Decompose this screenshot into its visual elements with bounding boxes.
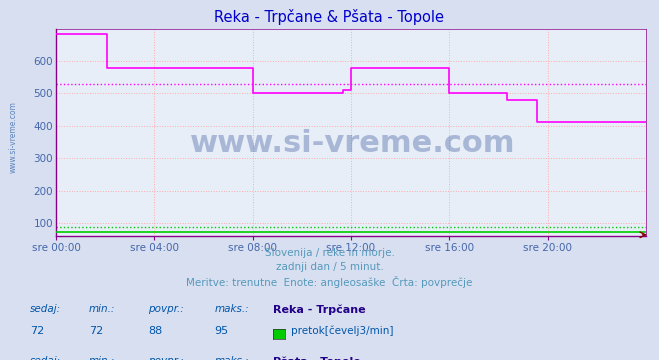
Text: www.si-vreme.com: www.si-vreme.com [9,101,18,173]
Text: Pšata - Topole: Pšata - Topole [273,356,361,360]
Text: min.:: min.: [89,356,115,360]
Text: povpr.:: povpr.: [148,304,184,314]
Text: maks.:: maks.: [214,304,249,314]
Text: Meritve: trenutne  Enote: angleosaške  Črta: povprečje: Meritve: trenutne Enote: angleosaške Črt… [186,276,473,288]
Text: povpr.:: povpr.: [148,356,184,360]
Text: pretok[čevelj3/min]: pretok[čevelj3/min] [291,326,394,336]
Text: Reka - Trpčane & Pšata - Topole: Reka - Trpčane & Pšata - Topole [214,9,445,25]
Text: maks.:: maks.: [214,356,249,360]
Text: www.si-vreme.com: www.si-vreme.com [190,130,515,158]
Text: min.:: min.: [89,304,115,314]
Text: Slovenija / reke in morje.: Slovenija / reke in morje. [264,248,395,258]
Text: zadnji dan / 5 minut.: zadnji dan / 5 minut. [275,262,384,272]
Text: sedaj:: sedaj: [30,304,61,314]
Text: Reka - Trpčane: Reka - Trpčane [273,304,366,315]
Text: 72: 72 [30,326,44,336]
Text: 95: 95 [214,326,228,336]
Text: sedaj:: sedaj: [30,356,61,360]
Text: 88: 88 [148,326,163,336]
Text: 72: 72 [89,326,103,336]
